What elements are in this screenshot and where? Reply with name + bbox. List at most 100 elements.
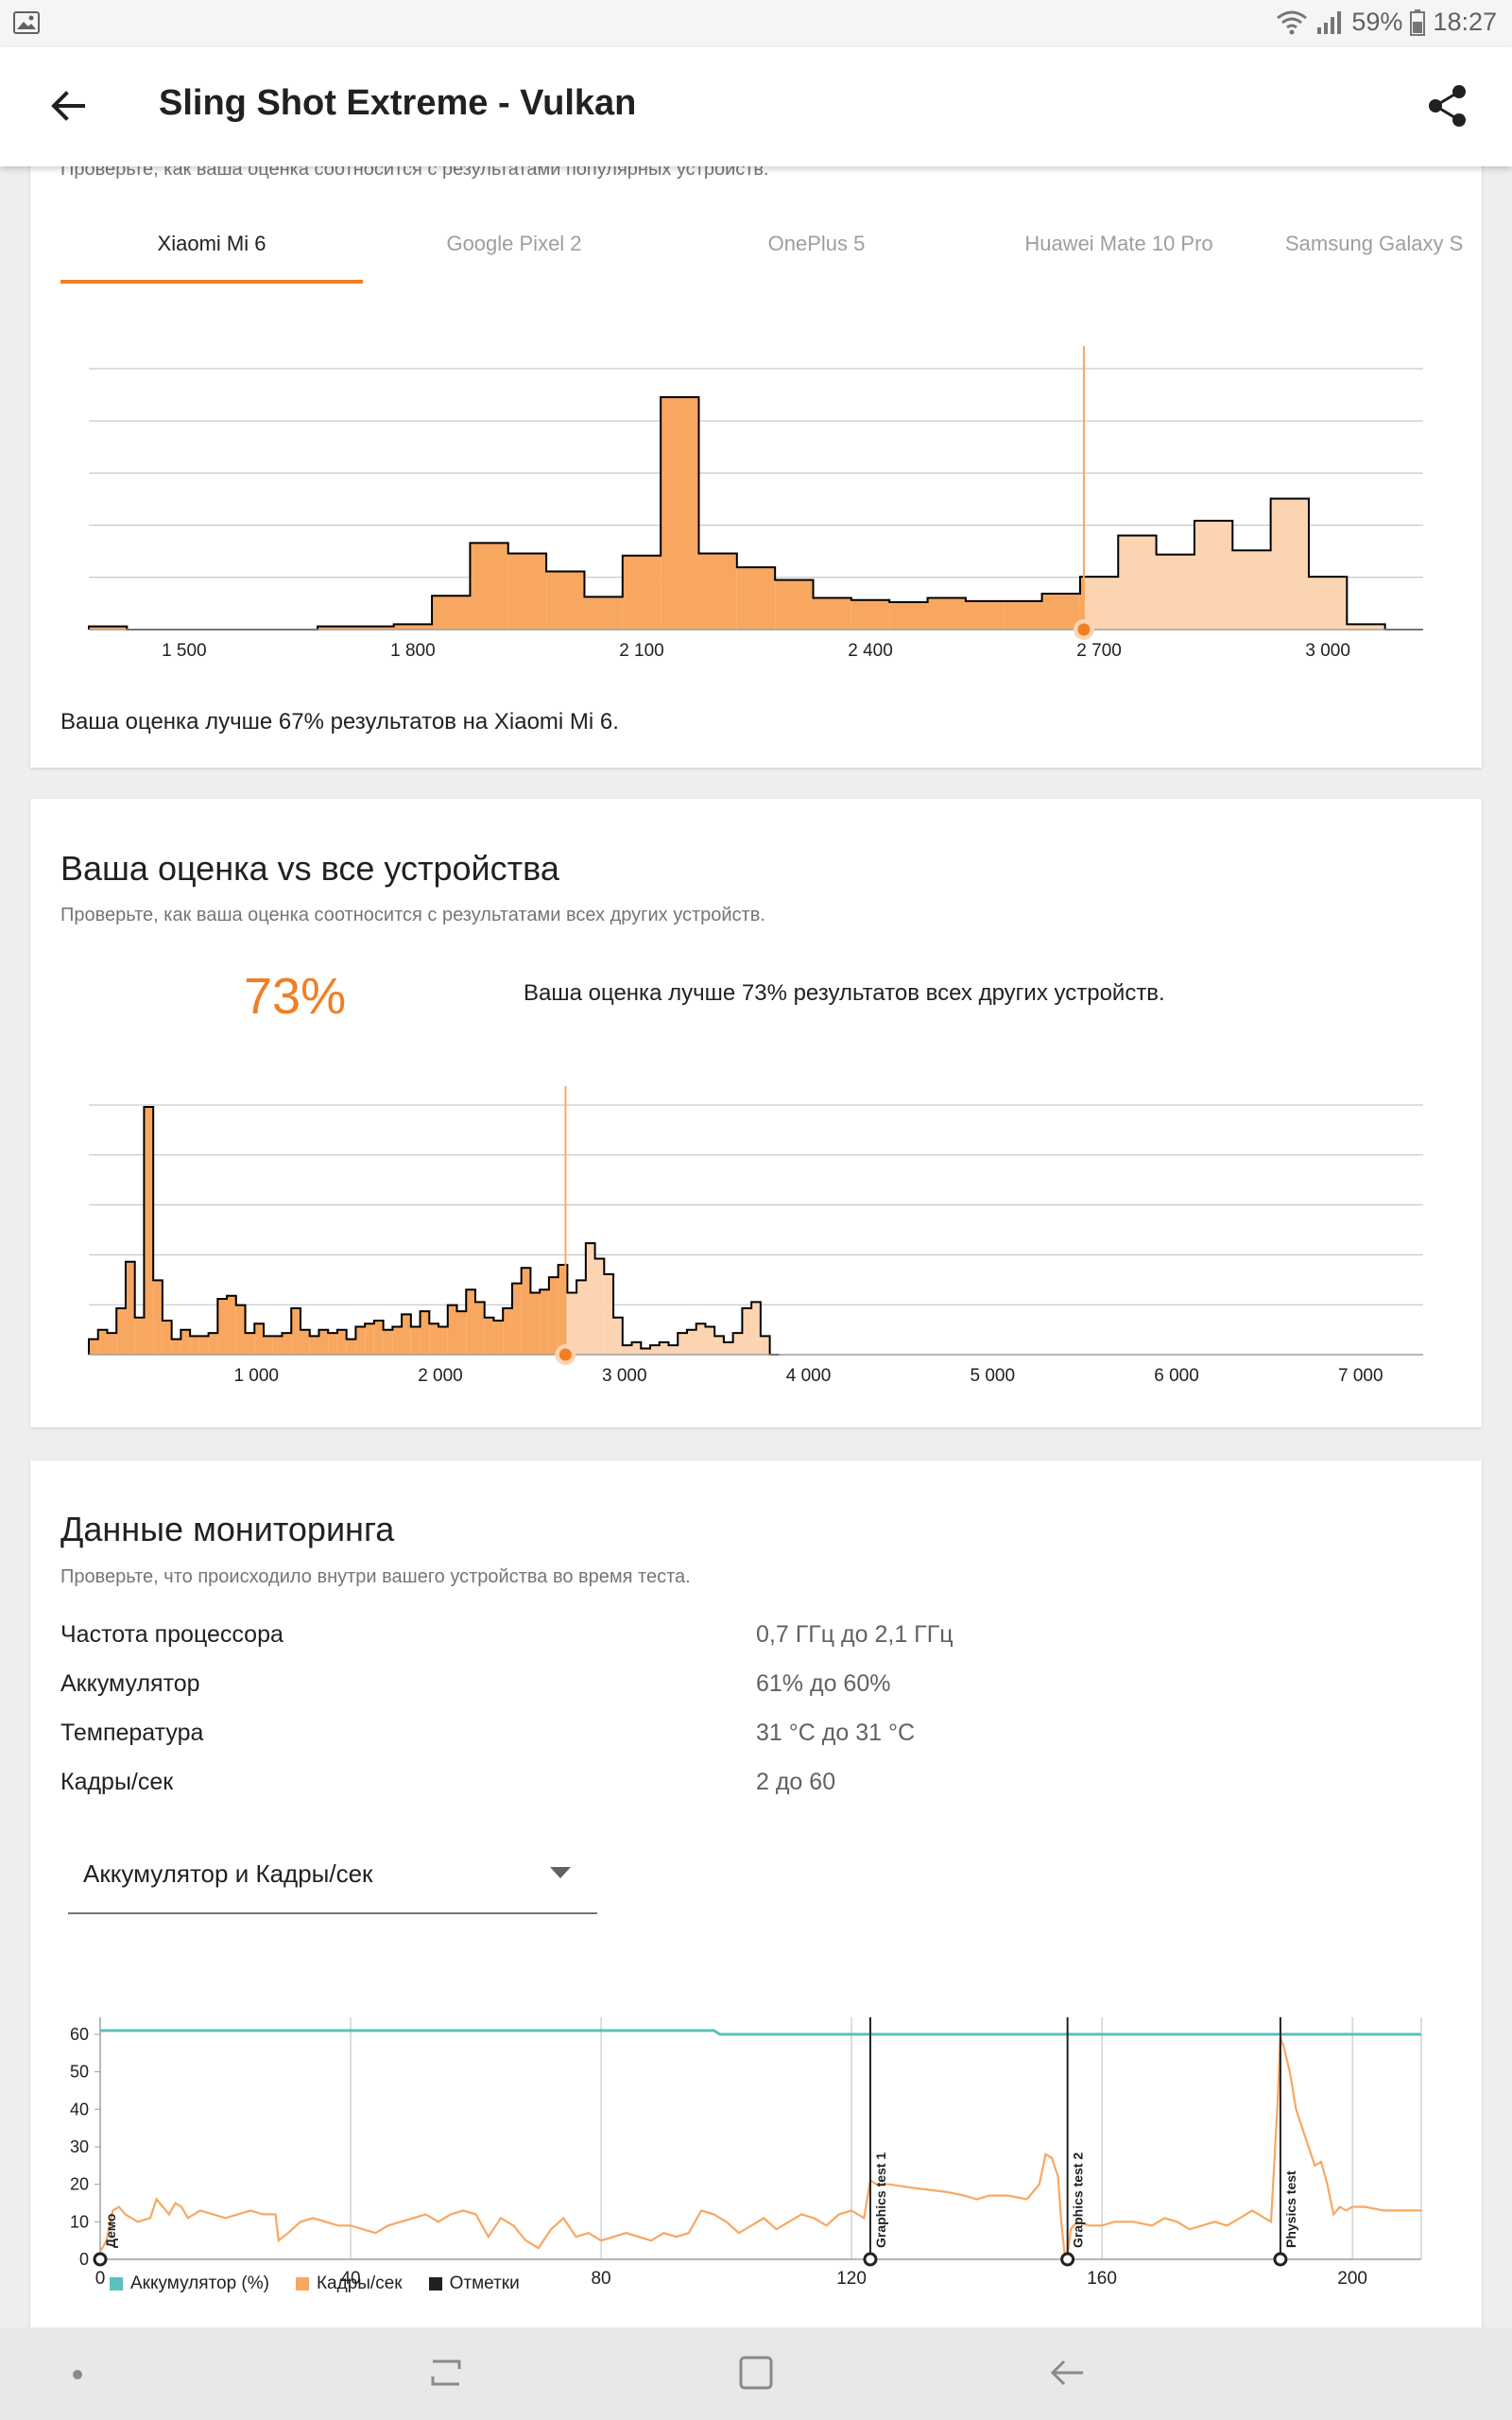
histogram-bar: [760, 1336, 770, 1355]
histogram-bar: [116, 1307, 126, 1355]
histogram-bar: [89, 1339, 98, 1355]
chart-legend: Аккумулятор (%) Кадры/сек Отметки: [110, 2273, 533, 2294]
histogram-bar: [736, 567, 776, 630]
histogram-bar: [686, 1329, 696, 1355]
tab-oneplus-5[interactable]: OnePlus 5: [767, 232, 866, 255]
histogram-bar: [668, 1345, 679, 1355]
histogram-bar: [429, 1323, 439, 1355]
tab-huawei-mate-10-pro[interactable]: Huawei Mate 10 Pro: [1024, 232, 1213, 255]
histogram-bar: [438, 1326, 448, 1355]
histogram-bar: [144, 1106, 154, 1355]
histogram-bar: [474, 1302, 485, 1355]
histogram-bar: [125, 1261, 135, 1355]
histogram-bar: [751, 1302, 761, 1355]
histogram-bar: [383, 1329, 393, 1355]
battery-series-line: [100, 2029, 1421, 2036]
monitor-row-battery: Аккумулятор 61% до 60%: [60, 1670, 1383, 1708]
histogram-bar: [336, 1329, 347, 1355]
histogram-bar: [546, 571, 585, 630]
histogram-bar: [1079, 577, 1084, 630]
share-icon[interactable]: [1423, 81, 1472, 130]
histogram-bar: [235, 1305, 246, 1355]
histogram-bar: [732, 1333, 743, 1355]
card-subtitle: Проверьте, что происходило внутри вашего…: [60, 1566, 691, 1587]
monitoring-card: Данные мониторинга Проверьте, что происх…: [30, 1461, 1482, 2340]
histogram-bar: [373, 1320, 384, 1355]
histogram-bar: [604, 1273, 614, 1355]
histogram-bar: [511, 1283, 522, 1355]
histogram-bar: [567, 1292, 577, 1355]
histogram-bar: [153, 1280, 163, 1355]
x-tick-label: 40: [340, 2269, 360, 2289]
x-tick-label: 7 000: [1338, 1366, 1383, 1386]
test-marker-point: [1273, 2252, 1288, 2267]
histogram-bar: [432, 596, 471, 630]
x-tick-label: 80: [591, 2269, 610, 2289]
signal-icon: [1317, 10, 1342, 34]
histogram-bar: [355, 626, 394, 630]
histogram-bar: [272, 1336, 283, 1355]
test-marker-point: [1060, 2252, 1075, 2267]
histogram-bar: [1194, 520, 1233, 630]
histogram-bar: [1232, 550, 1271, 630]
test-marker-point: [93, 2252, 108, 2267]
x-tick-label: 1 500: [162, 641, 207, 661]
y-tick-label: 20: [70, 2175, 89, 2194]
dot-icon[interactable]: [68, 2365, 87, 2384]
recent-apps-icon[interactable]: [425, 2352, 467, 2394]
x-tick-label: 160: [1087, 2269, 1117, 2289]
histogram-bar: [540, 1289, 549, 1355]
card-title: Ваша оценка vs все устройства: [60, 849, 559, 888]
histogram-bar: [927, 597, 966, 630]
x-tick-label: 1 800: [390, 641, 436, 661]
histogram-bar: [714, 1336, 724, 1355]
all-devices-card: Ваша оценка vs все устройства Проверьте,…: [30, 799, 1482, 1427]
chart-series-dropdown[interactable]: Аккумулятор и Кадры/сек: [68, 1839, 597, 1914]
histogram-bar: [1308, 577, 1348, 630]
x-tick-label: 120: [836, 2269, 867, 2289]
tab-xiaomi-mi-6[interactable]: Xiaomi Mi 6: [157, 232, 266, 255]
percentile-text: Ваша оценка лучше 73% результатов всех д…: [524, 980, 1165, 1006]
monitor-value: 0,7 ГГц до 2,1 ГГц: [756, 1621, 954, 1648]
your-score-marker: [1077, 623, 1091, 636]
histogram-bar: [576, 1280, 586, 1355]
histogram-bar: [650, 1345, 660, 1355]
test-marker-label: Graphics test 1: [873, 2152, 888, 2248]
histogram-bar: [245, 1333, 255, 1355]
histogram-bar: [585, 1243, 595, 1355]
device-result-text: Ваша оценка лучше 67% результатов на Xia…: [60, 709, 619, 735]
histogram-bar: [190, 1336, 199, 1355]
home-icon[interactable]: [735, 2352, 777, 2394]
histogram-bar: [622, 1345, 632, 1355]
histogram-bar: [530, 1292, 541, 1355]
tab-samsung-galaxy[interactable]: Samsung Galaxy S: [1285, 232, 1464, 255]
card-title: Данные мониторинга: [60, 1510, 395, 1548]
histogram-bar: [503, 1307, 512, 1355]
nav-back-icon[interactable]: [1047, 2352, 1089, 2394]
histogram-bar: [198, 1336, 209, 1355]
legend-item-markers: Отметки: [428, 2273, 520, 2294]
tab-google-pixel-2[interactable]: Google Pixel 2: [446, 232, 582, 255]
histogram-bar: [217, 1299, 228, 1355]
fps-series-line: [99, 2037, 1421, 2258]
histogram-bar: [558, 1265, 566, 1355]
histogram-bar: [1156, 554, 1194, 630]
active-tab-indicator: [60, 280, 363, 284]
histogram-bar: [309, 1336, 319, 1355]
histogram-bar: [318, 1329, 329, 1355]
histogram-bar: [678, 1333, 687, 1355]
histogram-bar: [162, 1320, 172, 1355]
test-marker-label: Graphics test 2: [1071, 2152, 1086, 2248]
arrow-left-icon[interactable]: [45, 83, 91, 129]
clock: 18:27: [1433, 8, 1497, 36]
histogram-bar: [134, 1317, 145, 1355]
status-bar: 59% 18:27: [0, 0, 1512, 47]
histogram-bar: [1270, 498, 1309, 630]
x-tick-label: 4 000: [786, 1366, 832, 1386]
test-marker-label: Демо: [103, 2214, 118, 2248]
your-score-marker: [558, 1348, 572, 1361]
histogram-bar: [107, 1333, 117, 1355]
monitor-value: 61% до 60%: [756, 1670, 891, 1697]
histogram-bar: [355, 1326, 366, 1355]
histogram-bar: [393, 624, 433, 630]
